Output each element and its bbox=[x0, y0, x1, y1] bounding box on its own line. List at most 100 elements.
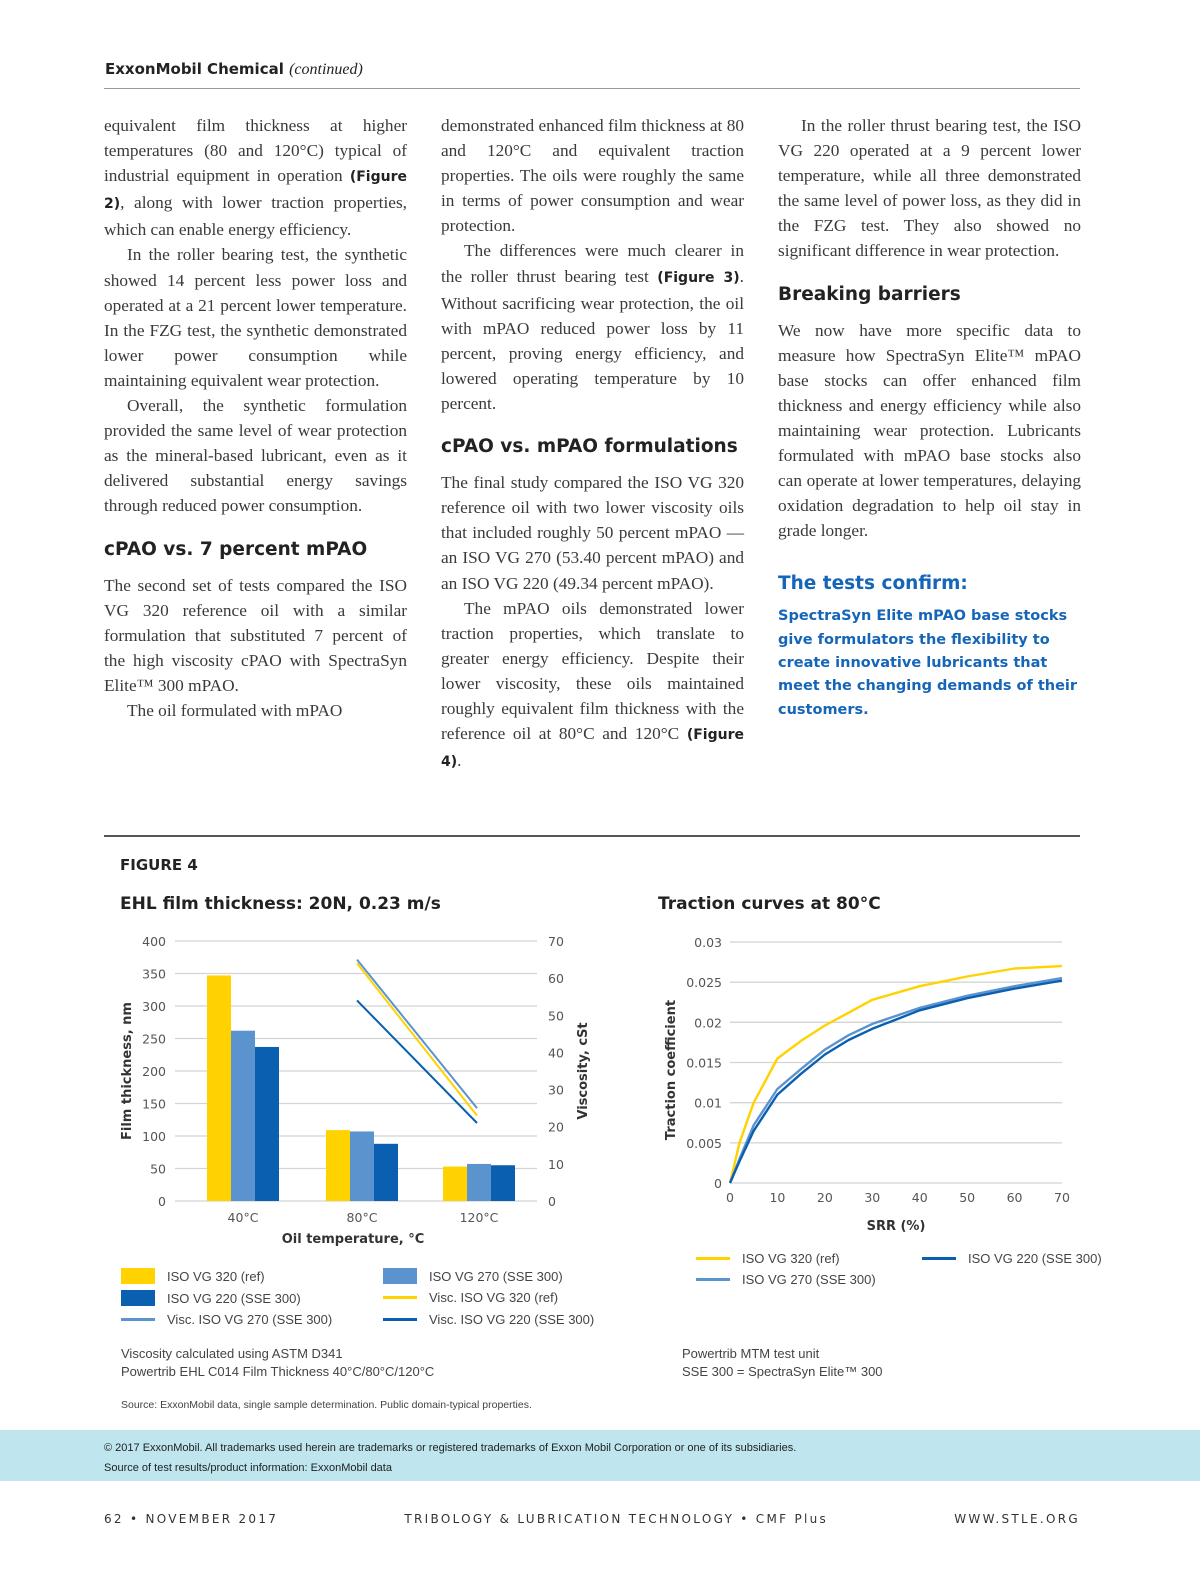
body-paragraph: In the roller bearing test, the syntheti… bbox=[104, 242, 407, 393]
text-run: . Without sacrificing wear protection, t… bbox=[441, 266, 744, 414]
text-run: In the roller thrust bearing test, the I… bbox=[778, 116, 1081, 261]
legend-item-traction-270: ISO VG 270 (SSE 300) bbox=[696, 1272, 876, 1287]
viscosity-line bbox=[356, 999, 478, 1124]
y2-tick-label: 60 bbox=[548, 971, 564, 986]
section-heading: cPAO vs. 7 percent mPAO bbox=[104, 538, 368, 560]
y-tick-label: 150 bbox=[142, 1097, 166, 1112]
y2-tick-label: 20 bbox=[548, 1120, 564, 1135]
x-tick-label: 20 bbox=[817, 1190, 833, 1205]
legend-item-visc-270: Visc. ISO VG 270 (SSE 300) bbox=[121, 1312, 332, 1327]
note-line: Viscosity calculated using ASTM D341 bbox=[121, 1346, 343, 1361]
text-run: , along with lower traction properties, … bbox=[104, 193, 407, 240]
bar-iso-vg-320-ref- bbox=[207, 975, 231, 1201]
page-footer: 62 • NOVEMBER 2017 TRIBOLOGY & LUBRICATIO… bbox=[104, 1512, 1080, 1526]
bar-iso-vg-270-sse-300- bbox=[467, 1163, 491, 1201]
x-tick-label: 50 bbox=[959, 1190, 975, 1205]
header-divider bbox=[104, 88, 1080, 89]
legend-item-bar-270: ISO VG 270 (SSE 300) bbox=[383, 1268, 563, 1284]
text-run: We now have more specific data to measur… bbox=[778, 320, 1081, 541]
footer-website: WWW.STLE.ORG bbox=[954, 1512, 1080, 1526]
bar-iso-vg-220-sse-300- bbox=[491, 1165, 515, 1201]
text-column-3: In the roller thrust bearing test, the I… bbox=[778, 113, 1081, 722]
legend-label: Visc. ISO VG 320 (ref) bbox=[429, 1290, 559, 1305]
y2-axis-label: Viscosity, cSt bbox=[576, 1022, 591, 1119]
y-tick-label: 0 bbox=[158, 1194, 166, 1209]
y-tick-label: 200 bbox=[142, 1064, 166, 1079]
header-subtitle: (continued) bbox=[289, 61, 363, 78]
copyright-band: © 2017 ExxonMobil. All trademarks used h… bbox=[0, 1430, 1200, 1481]
legend-item-bar-320: ISO VG 320 (ref) bbox=[121, 1268, 265, 1284]
x-tick-label: 60 bbox=[1007, 1190, 1023, 1205]
body-paragraph: In the roller thrust bearing test, the I… bbox=[778, 113, 1081, 264]
footer-page-date: 62 • NOVEMBER 2017 bbox=[104, 1512, 279, 1526]
text-run: The mPAO oils demonstrated lower tractio… bbox=[441, 598, 744, 744]
x-tick-label: 120°C bbox=[460, 1210, 499, 1225]
bar-iso-vg-220-sse-300- bbox=[374, 1143, 398, 1201]
chart-notes-right: Powertrib MTM test unit SSE 300 = Spectra… bbox=[682, 1345, 883, 1381]
y2-tick-label: 0 bbox=[548, 1194, 556, 1209]
body-paragraph: We now have more specific data to measur… bbox=[778, 318, 1081, 544]
figure-reference: (Figure 4) bbox=[441, 727, 744, 771]
y-tick-label: 300 bbox=[142, 999, 166, 1014]
y-tick-label: 250 bbox=[142, 1032, 166, 1047]
legend-item-traction-320: ISO VG 320 (ref) bbox=[696, 1251, 840, 1266]
y-tick-label: 50 bbox=[150, 1162, 166, 1177]
y2-tick-label: 30 bbox=[548, 1083, 564, 1098]
body-paragraph: Overall, the synthetic formulation provi… bbox=[104, 393, 407, 518]
body-paragraph: The oil formulated with mPAO bbox=[104, 698, 407, 723]
y2-tick-label: 50 bbox=[548, 1008, 564, 1023]
chart-title-film-thickness: EHL film thickness: 20N, 0.23 m/s bbox=[120, 894, 441, 914]
text-run: equivalent film thickness at higher temp… bbox=[104, 116, 407, 186]
text-run: The oil formulated with mPAO bbox=[127, 700, 343, 720]
legend-label: Visc. ISO VG 270 (SSE 300) bbox=[167, 1312, 333, 1327]
x-tick-label: 10 bbox=[769, 1190, 785, 1205]
text-run: The final study compared the ISO VG 320 … bbox=[441, 473, 744, 593]
y-axis-label: Film thickness, nm bbox=[120, 1002, 135, 1140]
x-axis-label: Oil temperature, °C bbox=[282, 1232, 425, 1247]
traction-curve-iso-vg-320-ref- bbox=[728, 964, 1063, 1184]
x-tick-label: 40 bbox=[912, 1190, 928, 1205]
y2-tick-label: 10 bbox=[548, 1157, 564, 1172]
chart-title-traction: Traction curves at 80°C bbox=[658, 894, 881, 914]
figure-reference: (Figure 2) bbox=[104, 169, 407, 213]
legend-swatch bbox=[696, 1257, 730, 1260]
legend-label: ISO VG 270 (SSE 300) bbox=[742, 1272, 876, 1287]
figure-label: FIGURE 4 bbox=[120, 856, 198, 874]
y-tick-label: 0.015 bbox=[686, 1056, 722, 1071]
y-tick-label: 0.01 bbox=[694, 1096, 722, 1111]
y-tick-label: 0.005 bbox=[686, 1136, 722, 1151]
legend-swatch bbox=[696, 1278, 730, 1281]
bar-iso-vg-220-sse-300- bbox=[255, 1046, 279, 1201]
bar-iso-vg-270-sse-300- bbox=[350, 1131, 374, 1201]
y-tick-label: 0.025 bbox=[686, 975, 722, 990]
body-paragraph: The differences were much clearer in the… bbox=[441, 238, 744, 416]
section-heading: cPAO vs. mPAO formulations bbox=[441, 436, 738, 458]
y-tick-label: 350 bbox=[142, 967, 166, 982]
viscosity-line bbox=[356, 962, 478, 1117]
text-run: The differences were much clearer in the… bbox=[441, 241, 744, 286]
legend-label: ISO VG 220 (SSE 300) bbox=[968, 1251, 1102, 1266]
x-tick-label: 80°C bbox=[347, 1210, 378, 1225]
body-paragraph: The second set of tests compared the ISO… bbox=[104, 573, 407, 698]
legend-label: Visc. ISO VG 220 (SSE 300) bbox=[429, 1312, 595, 1327]
text-run: In the roller bearing test, the syntheti… bbox=[104, 245, 407, 390]
legend-label: ISO VG 320 (ref) bbox=[167, 1268, 265, 1284]
legend-swatch bbox=[922, 1257, 956, 1260]
callout-heading: The tests confirm: bbox=[778, 573, 968, 595]
note-line: Powertrib MTM test unit bbox=[682, 1346, 820, 1361]
bar-iso-vg-320-ref- bbox=[443, 1166, 467, 1201]
text-run: . bbox=[457, 751, 462, 771]
figure-divider bbox=[104, 835, 1080, 837]
x-tick-label: 30 bbox=[864, 1190, 880, 1205]
section-heading: Breaking barriers bbox=[778, 283, 961, 305]
body-paragraph: equivalent film thickness at higher temp… bbox=[104, 113, 407, 242]
header-title: ExxonMobil Chemical bbox=[105, 60, 284, 78]
figure-source: Source: ExxonMobil data, single sample d… bbox=[121, 1399, 532, 1411]
legend-label: ISO VG 220 (SSE 300) bbox=[167, 1290, 301, 1306]
text-run: demonstrated enhanced film thickness at … bbox=[441, 116, 744, 236]
legend-label: ISO VG 320 (ref) bbox=[742, 1251, 840, 1266]
legend-label: ISO VG 270 (SSE 300) bbox=[429, 1268, 563, 1284]
running-header: ExxonMobil Chemical (continued) bbox=[105, 60, 363, 79]
legend-item-bar-220: ISO VG 220 (SSE 300) bbox=[121, 1290, 301, 1306]
figure-charts: 0501001502002503003504000102030405060704… bbox=[120, 934, 1070, 1247]
